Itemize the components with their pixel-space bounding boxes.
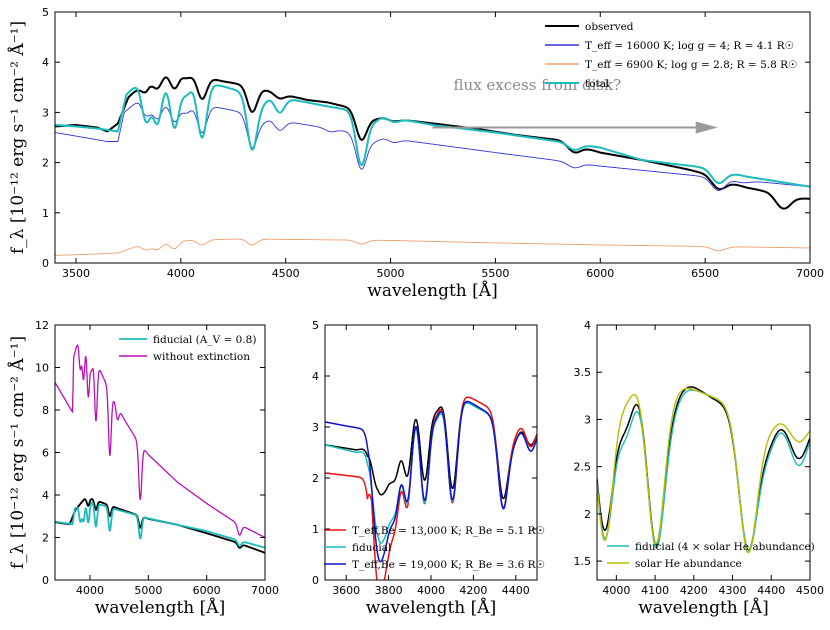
y-tick-label: 4	[312, 370, 319, 383]
legend-label: fiducial (A_V = 0.8)	[153, 334, 256, 346]
series-line	[325, 400, 537, 563]
y-tick-label: 1.5	[574, 555, 592, 568]
x-tick-label: 4100	[641, 584, 669, 597]
y-tick-label: 0	[42, 257, 49, 270]
series-line	[55, 344, 265, 539]
legend-label: solar He abundance	[635, 558, 742, 570]
x-axis-label: wavelength [Å]	[366, 597, 496, 618]
legend-label: fiducial	[352, 542, 392, 554]
y-tick-label: 1	[42, 207, 49, 220]
x-tick-label: 5000	[134, 584, 162, 597]
y-tick-label: 8	[42, 404, 49, 417]
y-tick-label: 2	[584, 508, 591, 521]
series-line	[597, 386, 810, 552]
legend: T_eff,Be = 13,000 K; R_Be = 5.1 R☉ fiduci…	[324, 525, 545, 571]
series-line	[55, 501, 265, 549]
y-tick-label: 2	[42, 532, 49, 545]
panel-bottom-middle: 3600 3800 4000 4200 4400 0 1 2 3 4 5 wavelength [Å]…	[312, 319, 545, 618]
series-group	[325, 396, 537, 580]
y-tick-label: 12	[35, 319, 49, 332]
series-line	[55, 102, 810, 191]
series-line	[597, 389, 810, 552]
y-tick-label: 3.5	[574, 366, 592, 379]
annotation-text: flux excess from disk?	[454, 76, 622, 94]
x-tick-label: 4000	[167, 267, 195, 280]
y-tick-label: 2	[42, 157, 49, 170]
x-axis-label: wavelength [Å]	[638, 597, 768, 618]
legend-label: without extinction	[153, 351, 250, 363]
x-tick-label: 4200	[459, 584, 487, 597]
x-tick-label: 5500	[481, 267, 509, 280]
legend: fiducial (4 × solar He abundance) solar H…	[607, 541, 815, 570]
y-tick-label: 5	[42, 6, 49, 19]
legend-label: total	[585, 78, 610, 90]
legend-label: fiducial (4 × solar He abundance)	[635, 541, 815, 553]
x-tick-label: 4400	[502, 584, 530, 597]
y-tick-label: 4	[42, 56, 49, 69]
x-tick-label: 7000	[796, 267, 824, 280]
legend-label: T_eff,Be = 19,000 K; R_Be = 3.6 R☉	[352, 559, 545, 571]
y-tick-label: 3	[312, 421, 319, 434]
y-tick-label: 2	[312, 472, 319, 485]
legend-label: observed	[585, 21, 634, 33]
y-tick-label: 5	[312, 319, 319, 332]
series-line	[597, 387, 810, 554]
y-tick-label: 0	[42, 574, 49, 587]
series-line	[55, 498, 265, 554]
series-line	[325, 402, 537, 544]
y-axis-label: f_λ [10⁻¹² erg s⁻¹ cm⁻² Å⁻¹]	[7, 21, 28, 254]
series-group	[55, 344, 265, 554]
y-tick-label: 4	[42, 489, 49, 502]
x-tick-label: 4000	[602, 584, 630, 597]
x-tick-label: 4400	[757, 584, 785, 597]
annotation-arrow-head	[695, 121, 718, 134]
y-tick-label: 3	[584, 413, 591, 426]
y-tick-label: 6	[42, 447, 49, 460]
x-tick-label: 4000	[76, 584, 104, 597]
y-tick-label: 10	[35, 362, 49, 375]
y-tick-label: 3	[42, 106, 49, 119]
x-tick-label: 4500	[796, 584, 824, 597]
x-tick-label: 3800	[375, 584, 403, 597]
y-tick-label: 0	[312, 574, 319, 587]
legend-label: T_eff = 6900 K; log g = 2.8; R = 5.8 R☉	[585, 59, 797, 71]
y-tick-label: 2.5	[574, 461, 592, 474]
x-tick-label: 7000	[251, 584, 279, 597]
x-tick-label: 6500	[691, 267, 719, 280]
x-tick-label: 4500	[272, 267, 300, 280]
series-group	[55, 76, 810, 256]
x-tick-label: 4000	[417, 584, 445, 597]
legend: fiducial (A_V = 0.8) without extinction	[119, 334, 256, 363]
panel-bottom-left: 4000 5000 6000 7000 0 2 4 6 8 10 12 wavelength [Å] f…	[7, 319, 279, 618]
x-tick-label: 3500	[62, 267, 90, 280]
x-tick-label: 5000	[377, 267, 405, 280]
y-tick-label: 1	[312, 523, 319, 536]
panel-top: 3500 4000 4500 5000 5500 6000 6500 7000 0 1 2 3 4 5 wa…	[7, 6, 824, 301]
legend-label: T_eff = 16000 K; log g = 4; R = 4.1 R☉	[585, 40, 794, 52]
x-tick-label: 3600	[332, 584, 360, 597]
legend: observed T_eff = 16000 K; log g = 4; R = …	[545, 21, 797, 90]
series-line	[325, 401, 537, 500]
y-tick-label: 4	[584, 319, 591, 332]
x-axis-label: wavelength [Å]	[95, 597, 225, 618]
x-tick-label: 4300	[719, 584, 747, 597]
x-tick-label: 6000	[586, 267, 614, 280]
legend-label: T_eff,Be = 13,000 K; R_Be = 5.1 R☉	[352, 525, 545, 537]
axes-frame	[596, 324, 811, 581]
series-line	[55, 238, 810, 256]
axes-frame	[54, 11, 811, 264]
series-group	[597, 386, 810, 554]
x-tick-label: 4200	[680, 584, 708, 597]
x-axis-label: wavelength [Å]	[367, 280, 497, 301]
panel-bottom-right: 4000 4100 4200 4300 4400 4500 1.5 2 2.5 3 3.5 4 wave…	[574, 319, 825, 618]
series-line	[55, 76, 810, 210]
y-axis-label: f_λ [10⁻¹² erg s⁻¹ cm⁻² Å⁻¹]	[7, 336, 28, 569]
series-line	[55, 84, 810, 188]
x-tick-label: 6000	[193, 584, 221, 597]
